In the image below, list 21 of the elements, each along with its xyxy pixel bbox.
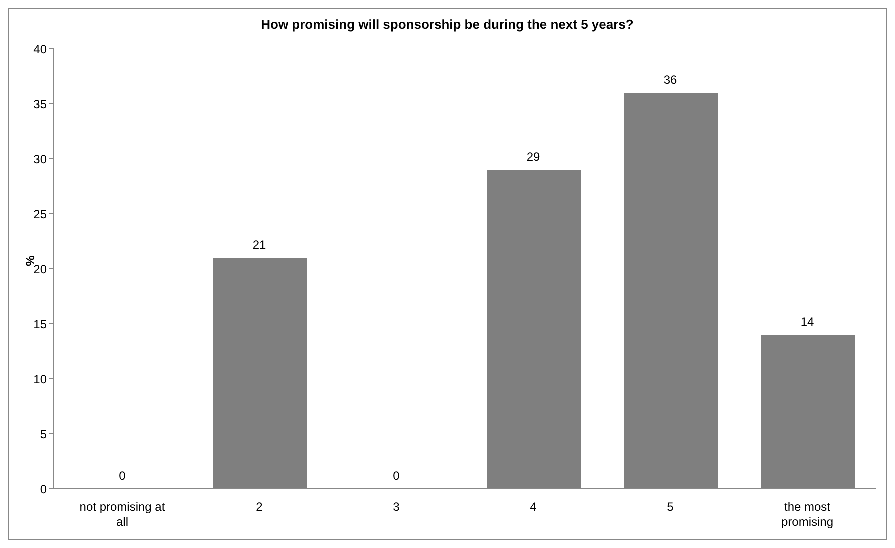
data-label: 36 bbox=[664, 73, 678, 87]
y-tick-label: 30 bbox=[34, 152, 48, 166]
y-tick-label: 15 bbox=[34, 317, 48, 332]
y-tick-label: 5 bbox=[40, 427, 48, 442]
y-tick-label: 25 bbox=[34, 207, 48, 222]
data-label: 21 bbox=[252, 238, 266, 252]
data-label: 0 bbox=[393, 469, 400, 483]
x-tick-label: not promising at all bbox=[80, 500, 166, 529]
x-tick-label: 3 bbox=[393, 500, 400, 514]
x-tick-label: 4 bbox=[530, 500, 538, 514]
x-tick-label: 2 bbox=[256, 500, 264, 514]
y-tick-label: 0 bbox=[40, 482, 48, 496]
x-tick-label: 5 bbox=[667, 500, 674, 514]
data-label: 29 bbox=[526, 150, 540, 164]
y-tick-label: 10 bbox=[34, 372, 48, 386]
x-tick-label: the most promising bbox=[781, 500, 834, 529]
chart-title: How promising will sponsorship be during the next 5 years? bbox=[260, 17, 635, 32]
data-label: 14 bbox=[800, 315, 814, 329]
y-tick-label: 40 bbox=[34, 42, 48, 56]
data-label: 0 bbox=[119, 469, 126, 483]
y-tick-label: 35 bbox=[34, 97, 48, 112]
